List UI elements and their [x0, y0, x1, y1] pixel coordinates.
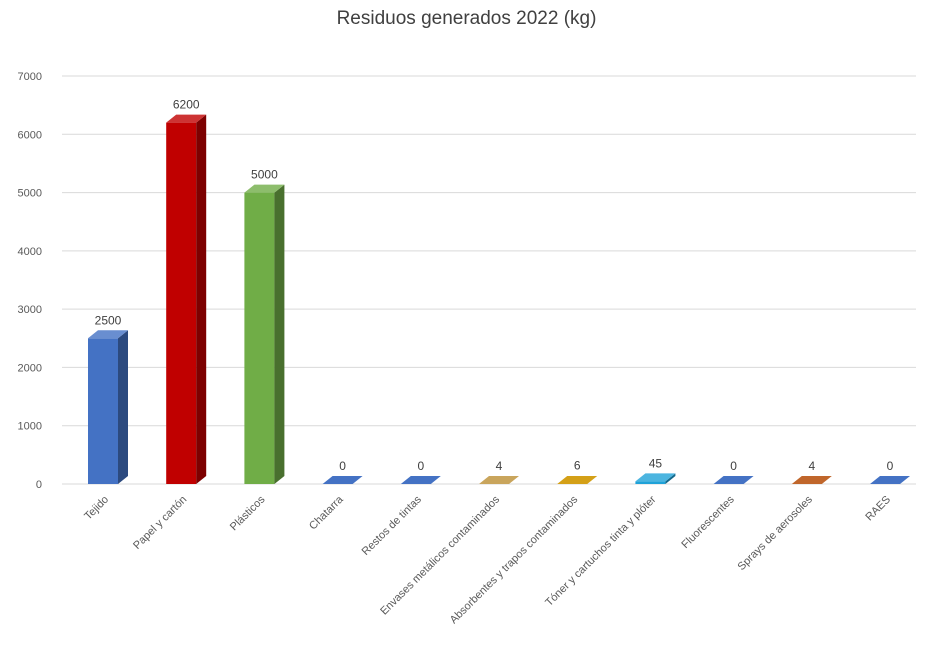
bar [870, 476, 910, 484]
bar-top [166, 114, 207, 123]
bar-side [665, 473, 676, 484]
bar [166, 122, 197, 484]
y-tick-label: 2000 [18, 362, 42, 374]
y-tick-label: 6000 [18, 129, 42, 141]
y-tick-label: 4000 [18, 246, 42, 258]
bar [322, 476, 363, 484]
data-label: 0 [339, 459, 346, 473]
y-tick-label: 7000 [18, 71, 42, 83]
bar [713, 476, 754, 484]
bar-top [635, 473, 676, 482]
bar [479, 476, 519, 484]
bar-side [196, 114, 207, 484]
y-tick-label: 3000 [18, 304, 42, 316]
x-tick-label: Sprays de aerosoles [736, 493, 816, 573]
y-tick-label: 0 [36, 479, 42, 491]
data-label: 0 [730, 459, 737, 473]
bar-top [244, 184, 285, 193]
x-tick-label: Absorbentes y trapos contaminados [448, 493, 581, 626]
data-label: 6 [574, 459, 581, 473]
bar [791, 476, 832, 484]
bar-top [88, 330, 128, 339]
data-label: 4 [496, 459, 503, 473]
chart-title: Residuos generados 2022 (kg) [336, 8, 597, 29]
x-tick-label: Restos de tintas [360, 493, 425, 558]
bar-side [274, 184, 285, 485]
x-tick-label: Tejido [82, 494, 111, 523]
x-tick-label: Fluorescentes [679, 493, 737, 551]
y-tick-label: 5000 [18, 188, 42, 200]
data-label: 0 [417, 459, 424, 473]
bar [88, 338, 118, 484]
data-label: 2500 [95, 313, 122, 327]
data-label: 5000 [251, 168, 278, 182]
x-tick-label: Chatarra [307, 493, 346, 532]
bar [244, 192, 275, 485]
x-tick-label: RAES [863, 494, 893, 524]
data-label: 45 [649, 456, 663, 470]
y-tick-label: 1000 [18, 421, 42, 433]
bar [635, 481, 666, 484]
data-label: 4 [808, 459, 815, 473]
data-label: 0 [887, 459, 894, 473]
x-tick-label: Plásticos [228, 493, 268, 533]
x-tick-label: Papel y cartón [131, 494, 189, 552]
bar [557, 476, 598, 484]
bar [400, 476, 441, 484]
bar-side [118, 330, 128, 484]
data-label: 6200 [173, 98, 200, 112]
